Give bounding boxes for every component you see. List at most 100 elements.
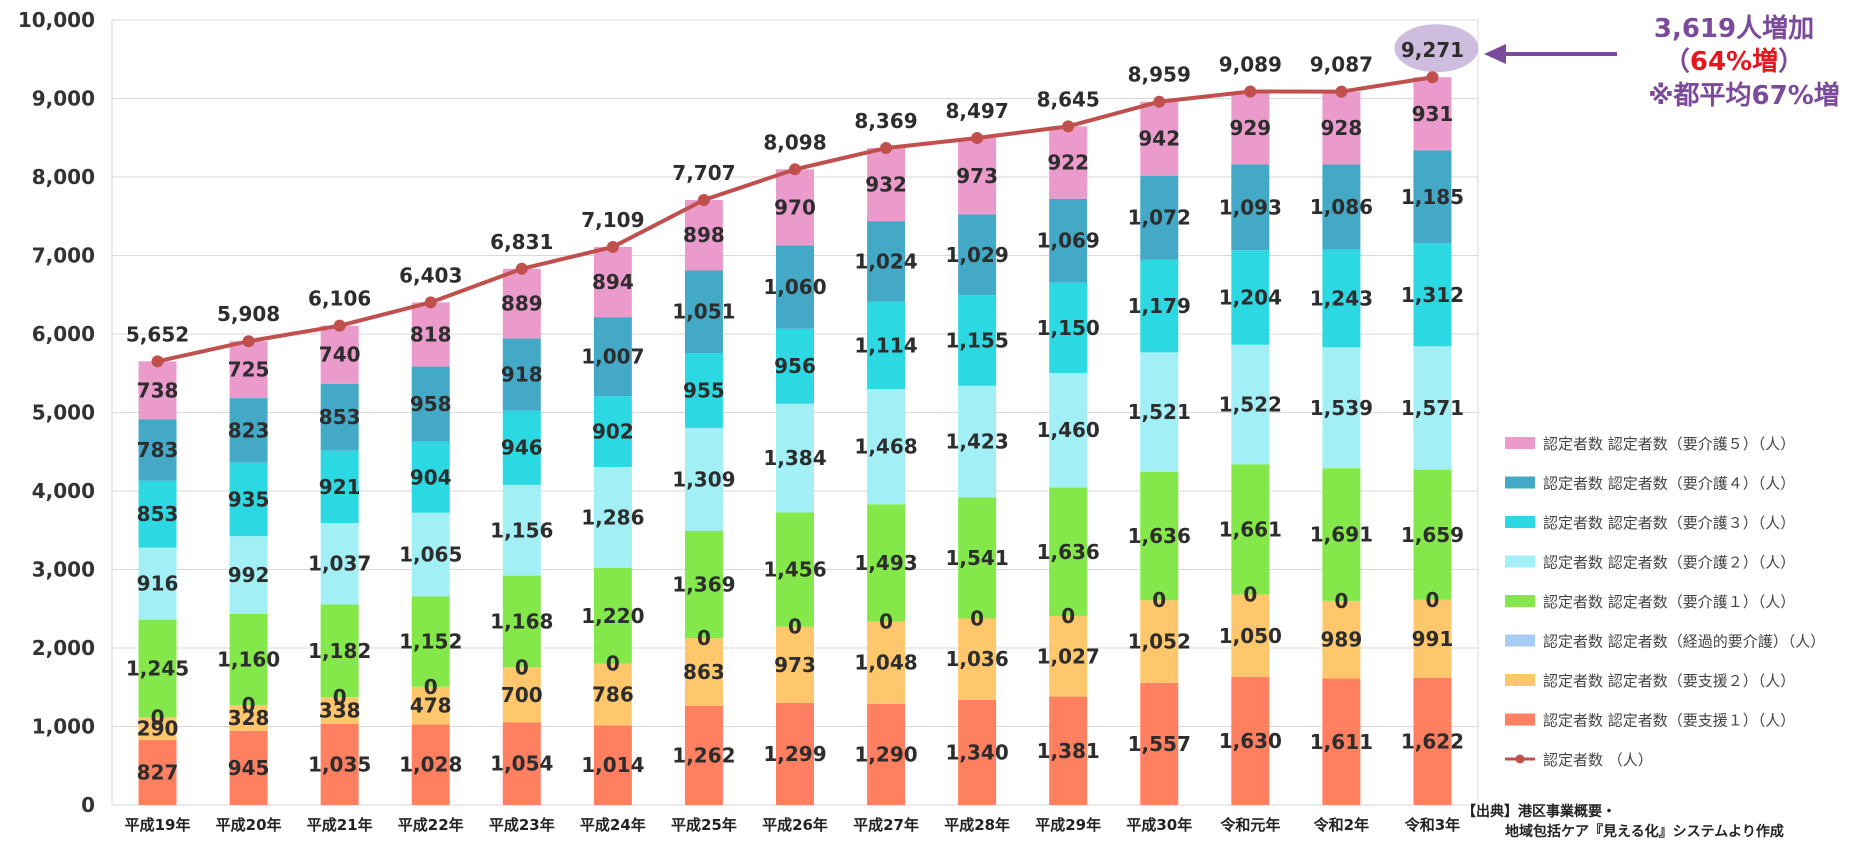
legend-swatch <box>1505 595 1535 607</box>
total-label: 8,645 <box>1037 87 1100 111</box>
line-point <box>1426 71 1439 84</box>
legend-swatch <box>1505 713 1535 726</box>
bar-segment <box>138 619 177 718</box>
data-label: 1,659 <box>1401 523 1464 547</box>
data-label: 1,054 <box>490 752 553 776</box>
bar-segment <box>593 396 632 467</box>
bar-segment <box>320 604 359 698</box>
data-label: 1,384 <box>763 446 826 470</box>
bar-segment <box>138 361 177 420</box>
data-label: 1,114 <box>854 333 917 357</box>
line-point <box>1153 95 1166 108</box>
data-label: 922 <box>1047 151 1089 175</box>
data-label: 0 <box>606 652 620 676</box>
x-tick-label: 平成20年 <box>216 816 282 834</box>
data-label: 823 <box>228 418 270 442</box>
bar-segment <box>1322 91 1361 165</box>
data-label: 1,152 <box>399 630 462 654</box>
data-label: 904 <box>410 465 452 489</box>
bar-segment <box>1231 594 1270 678</box>
data-label: 328 <box>228 706 270 730</box>
x-tick-label: 平成21年 <box>307 816 373 834</box>
bar-segment <box>958 497 997 619</box>
data-label: 818 <box>410 322 452 346</box>
data-label: 928 <box>1321 116 1363 140</box>
data-label: 1,286 <box>581 505 644 529</box>
data-label: 973 <box>774 653 816 677</box>
bar-segment <box>411 366 450 442</box>
data-label: 1,312 <box>1401 283 1464 307</box>
bar-segment <box>1049 372 1088 488</box>
data-label: 1,072 <box>1128 206 1191 230</box>
bar-segment <box>229 614 268 706</box>
data-label: 1,168 <box>490 609 553 633</box>
x-tick-label: 平成28年 <box>944 816 1010 834</box>
bars <box>138 77 1452 805</box>
legend-line-marker <box>1515 754 1525 764</box>
data-label: 0 <box>151 705 165 729</box>
data-label: 1,493 <box>854 551 917 575</box>
data-label: 1,299 <box>763 742 826 766</box>
y-tick-label: 9,000 <box>32 87 95 111</box>
annotation-tokyo-average: ※都平均67%増 <box>1648 81 1840 111</box>
total-label: 8,369 <box>854 109 917 133</box>
bar-segment <box>411 441 450 513</box>
data-label: 1,179 <box>1128 294 1191 318</box>
data-label: 853 <box>319 405 361 429</box>
bar-segment <box>593 725 632 805</box>
bar-segment <box>776 403 814 513</box>
data-label: 1,622 <box>1401 729 1464 753</box>
total-label: 7,707 <box>672 161 735 185</box>
data-label: 1,185 <box>1401 185 1464 209</box>
legend-label: 認定者数 認定者数（要介護１）（人） <box>1543 593 1795 611</box>
bar-segment <box>1413 677 1452 805</box>
bar-segment <box>411 596 450 687</box>
data-label: 1,182 <box>308 639 371 663</box>
data-label: 0 <box>697 626 711 650</box>
data-label: 738 <box>137 378 179 402</box>
total-label: 7,109 <box>581 208 644 232</box>
bar-segment <box>138 480 177 548</box>
x-tick-label: 平成26年 <box>762 816 828 834</box>
source-note: 【出典】港区事業概要・ 地域包括ケア『見える化』システムより作成 <box>1462 803 1784 840</box>
bar-segment <box>1322 678 1361 805</box>
data-label: 1,636 <box>1037 540 1100 564</box>
legend-swatch <box>1505 674 1535 686</box>
bar-segment <box>1049 615 1088 697</box>
total-label: 9,271 <box>1401 38 1464 62</box>
bar-segment <box>867 621 906 704</box>
legend-label: 認定者数 認定者数（要支援１）（人） <box>1543 712 1795 730</box>
bar-segment <box>776 245 814 329</box>
data-label: 1,539 <box>1310 396 1373 420</box>
data-label: 1,150 <box>1037 316 1100 340</box>
bar-segment <box>229 462 268 537</box>
bar-segment <box>958 295 997 386</box>
data-label: 1,245 <box>126 656 189 680</box>
annotation: 3,619人増加 （64%増） ※都平均67%増 <box>1484 14 1840 111</box>
data-label: 1,037 <box>308 552 371 576</box>
bar-segment <box>593 567 632 664</box>
legend-label: 認定者数 認定者数（要介護２）（人） <box>1543 554 1795 572</box>
total-label: 6,403 <box>399 263 462 287</box>
data-label: 786 <box>592 683 634 707</box>
bar-segment <box>229 341 268 399</box>
legend-swatch <box>1505 516 1535 528</box>
data-label: 1,014 <box>581 753 644 777</box>
data-label: 1,035 <box>308 752 371 776</box>
y-tick-label: 8,000 <box>32 165 95 189</box>
bar-segment <box>867 301 906 390</box>
line-point <box>515 262 528 275</box>
y-tick-label: 7,000 <box>32 244 95 268</box>
bar-segment <box>229 398 268 463</box>
y-tick-label: 3,000 <box>32 558 95 582</box>
bar-segment <box>684 352 723 428</box>
data-label: 1,155 <box>946 328 1009 352</box>
x-tick-label: 令和2年 <box>1314 816 1369 834</box>
data-label: 725 <box>228 358 270 382</box>
legend-label: 認定者数 認定者数（要支援２）（人） <box>1543 672 1795 690</box>
legend-label: 認定者数 認定者数（経過的要介護）（人） <box>1543 633 1825 651</box>
bar-segment <box>138 419 177 481</box>
legend-swatch <box>1505 476 1535 489</box>
bar-segment <box>229 730 268 805</box>
bar-segment <box>958 385 997 498</box>
